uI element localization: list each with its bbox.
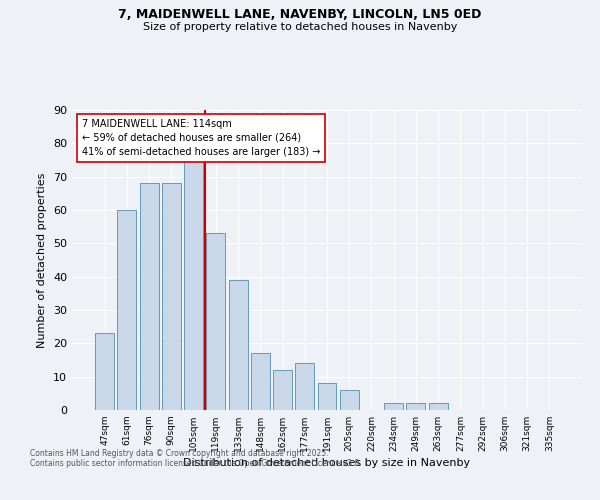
Text: Contains HM Land Registry data © Crown copyright and database right 2025.: Contains HM Land Registry data © Crown c… [30,448,329,458]
X-axis label: Distribution of detached houses by size in Navenby: Distribution of detached houses by size … [184,458,470,468]
Bar [384,404,403,410]
Bar [251,354,270,410]
Bar [206,234,225,410]
Y-axis label: Number of detached properties: Number of detached properties [37,172,47,348]
Bar [340,390,359,410]
Text: Size of property relative to detached houses in Navenby: Size of property relative to detached ho… [143,22,457,32]
Bar [95,334,114,410]
Bar [118,210,136,410]
Text: Contains public sector information licensed under the Open Government Licence v3: Contains public sector information licen… [30,458,362,468]
Text: 7 MAIDENWELL LANE: 114sqm
← 59% of detached houses are smaller (264)
41% of semi: 7 MAIDENWELL LANE: 114sqm ← 59% of detac… [82,119,320,157]
Bar [184,156,203,410]
Bar [317,384,337,410]
Bar [229,280,248,410]
Bar [273,370,292,410]
Bar [162,184,181,410]
Bar [140,184,158,410]
Bar [406,404,425,410]
Text: 7, MAIDENWELL LANE, NAVENBY, LINCOLN, LN5 0ED: 7, MAIDENWELL LANE, NAVENBY, LINCOLN, LN… [118,8,482,20]
Bar [429,404,448,410]
Bar [295,364,314,410]
